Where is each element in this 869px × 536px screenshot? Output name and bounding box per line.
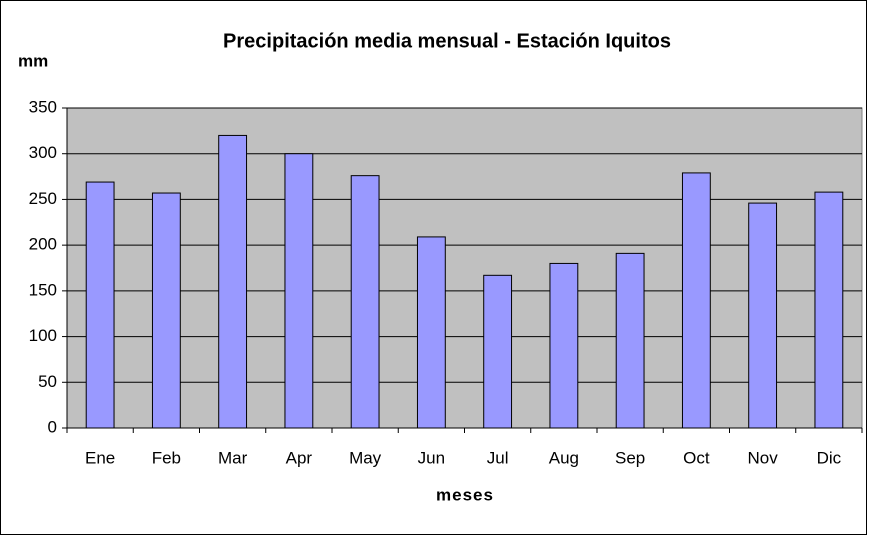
bar — [549, 262, 579, 429]
x-tick-label: Mar — [218, 448, 248, 467]
bar — [85, 181, 115, 429]
x-tick-label: Sep — [615, 448, 645, 467]
x-tick-label: Nov — [748, 448, 779, 467]
y-tick-label: 0 — [48, 417, 57, 436]
bar — [218, 134, 248, 429]
bar — [284, 153, 314, 429]
bar — [814, 191, 844, 429]
y-tick-label: 250 — [29, 189, 57, 208]
y-axis-label: mm — [18, 51, 48, 70]
chart-title: Precipitación media mensual - Estación I… — [223, 30, 671, 52]
plot-area — [66, 107, 863, 429]
x-tick-label: May — [349, 448, 382, 467]
bar — [615, 252, 645, 429]
bar — [350, 175, 380, 429]
bar — [483, 274, 513, 429]
x-tick-label: Aug — [549, 448, 579, 467]
bar — [416, 236, 446, 429]
y-tick-label: 300 — [29, 143, 57, 162]
x-tick-label: Jun — [418, 448, 445, 467]
y-tick-label: 50 — [38, 372, 57, 391]
x-tick-label: Feb — [152, 448, 181, 467]
x-tick-label: Ene — [85, 448, 115, 467]
x-tick-label: Jul — [487, 448, 509, 467]
bar — [151, 192, 181, 429]
bar — [681, 172, 711, 429]
y-tick-label: 350 — [29, 97, 57, 116]
y-tick-label: 100 — [29, 326, 57, 345]
bar — [748, 202, 778, 429]
x-tick-label: Oct — [683, 448, 710, 467]
x-axis-label: meses — [436, 485, 494, 504]
x-tick-label: Dic — [817, 448, 842, 467]
x-tick-label: Apr — [286, 448, 313, 467]
y-tick-label: 150 — [29, 280, 57, 299]
y-tick-label: 200 — [29, 235, 57, 254]
